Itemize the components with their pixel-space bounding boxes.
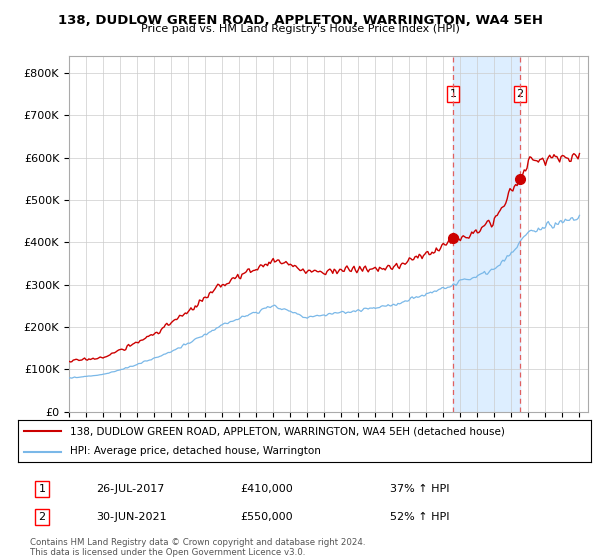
Text: £550,000: £550,000 <box>240 512 293 522</box>
Text: 26-JUL-2017: 26-JUL-2017 <box>96 484 164 494</box>
Text: 138, DUDLOW GREEN ROAD, APPLETON, WARRINGTON, WA4 5EH (detached house): 138, DUDLOW GREEN ROAD, APPLETON, WARRIN… <box>70 426 505 436</box>
Text: Price paid vs. HM Land Registry's House Price Index (HPI): Price paid vs. HM Land Registry's House … <box>140 24 460 34</box>
Text: 1: 1 <box>449 89 457 99</box>
Text: 2: 2 <box>517 89 523 99</box>
Text: £410,000: £410,000 <box>240 484 293 494</box>
Text: 52% ↑ HPI: 52% ↑ HPI <box>390 512 449 522</box>
Text: Contains HM Land Registry data © Crown copyright and database right 2024.
This d: Contains HM Land Registry data © Crown c… <box>30 538 365 557</box>
Text: HPI: Average price, detached house, Warrington: HPI: Average price, detached house, Warr… <box>70 446 320 456</box>
Text: 2: 2 <box>38 512 46 522</box>
Text: 30-JUN-2021: 30-JUN-2021 <box>96 512 167 522</box>
Text: 138, DUDLOW GREEN ROAD, APPLETON, WARRINGTON, WA4 5EH: 138, DUDLOW GREEN ROAD, APPLETON, WARRIN… <box>58 14 542 27</box>
Text: 37% ↑ HPI: 37% ↑ HPI <box>390 484 449 494</box>
Text: 1: 1 <box>38 484 46 494</box>
Bar <box>453 56 520 412</box>
